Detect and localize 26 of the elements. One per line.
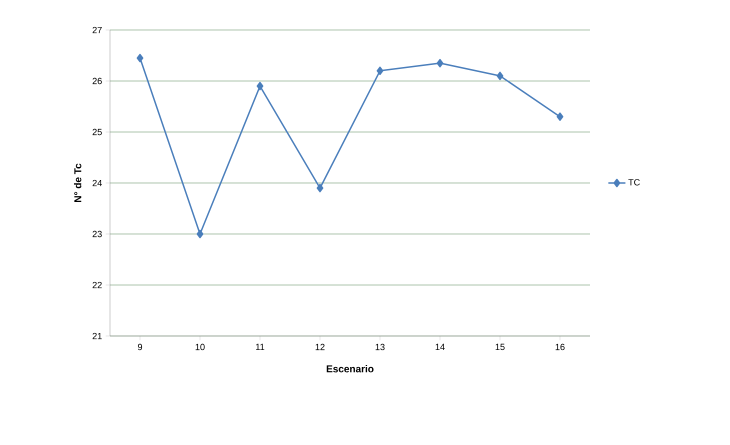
x-tick-label: 10 bbox=[196, 344, 205, 350]
point bbox=[556, 112, 564, 121]
x-axis-title: Escenario bbox=[326, 365, 374, 372]
legend-label: TC bbox=[628, 179, 640, 186]
x-tick-label: 16 bbox=[556, 344, 565, 350]
x-tick-label: 11 bbox=[256, 344, 264, 350]
x-tick-label: 13 bbox=[376, 344, 385, 350]
x-tick-label: 12 bbox=[316, 344, 325, 350]
point bbox=[376, 66, 384, 76]
y-tick-label: 24 bbox=[92, 180, 102, 186]
y-tick-label: 27 bbox=[92, 26, 102, 34]
point bbox=[496, 72, 504, 80]
point bbox=[136, 54, 144, 62]
y-tick-label: 21 bbox=[92, 332, 102, 340]
y-axis-title: N° de Tc bbox=[74, 164, 82, 202]
x-tick-label: 9 bbox=[138, 344, 142, 350]
y-tick-label: 22 bbox=[92, 282, 102, 288]
y-tick-label: 25 bbox=[92, 128, 102, 136]
point bbox=[256, 82, 264, 90]
x-tick-label: 14 bbox=[436, 344, 445, 350]
point bbox=[436, 58, 444, 68]
point bbox=[196, 230, 204, 238]
point bbox=[316, 184, 324, 192]
y-tick-label: 26 bbox=[92, 78, 102, 84]
x-tick-label: 15 bbox=[496, 344, 505, 350]
y-tick-label: 23 bbox=[92, 230, 102, 238]
